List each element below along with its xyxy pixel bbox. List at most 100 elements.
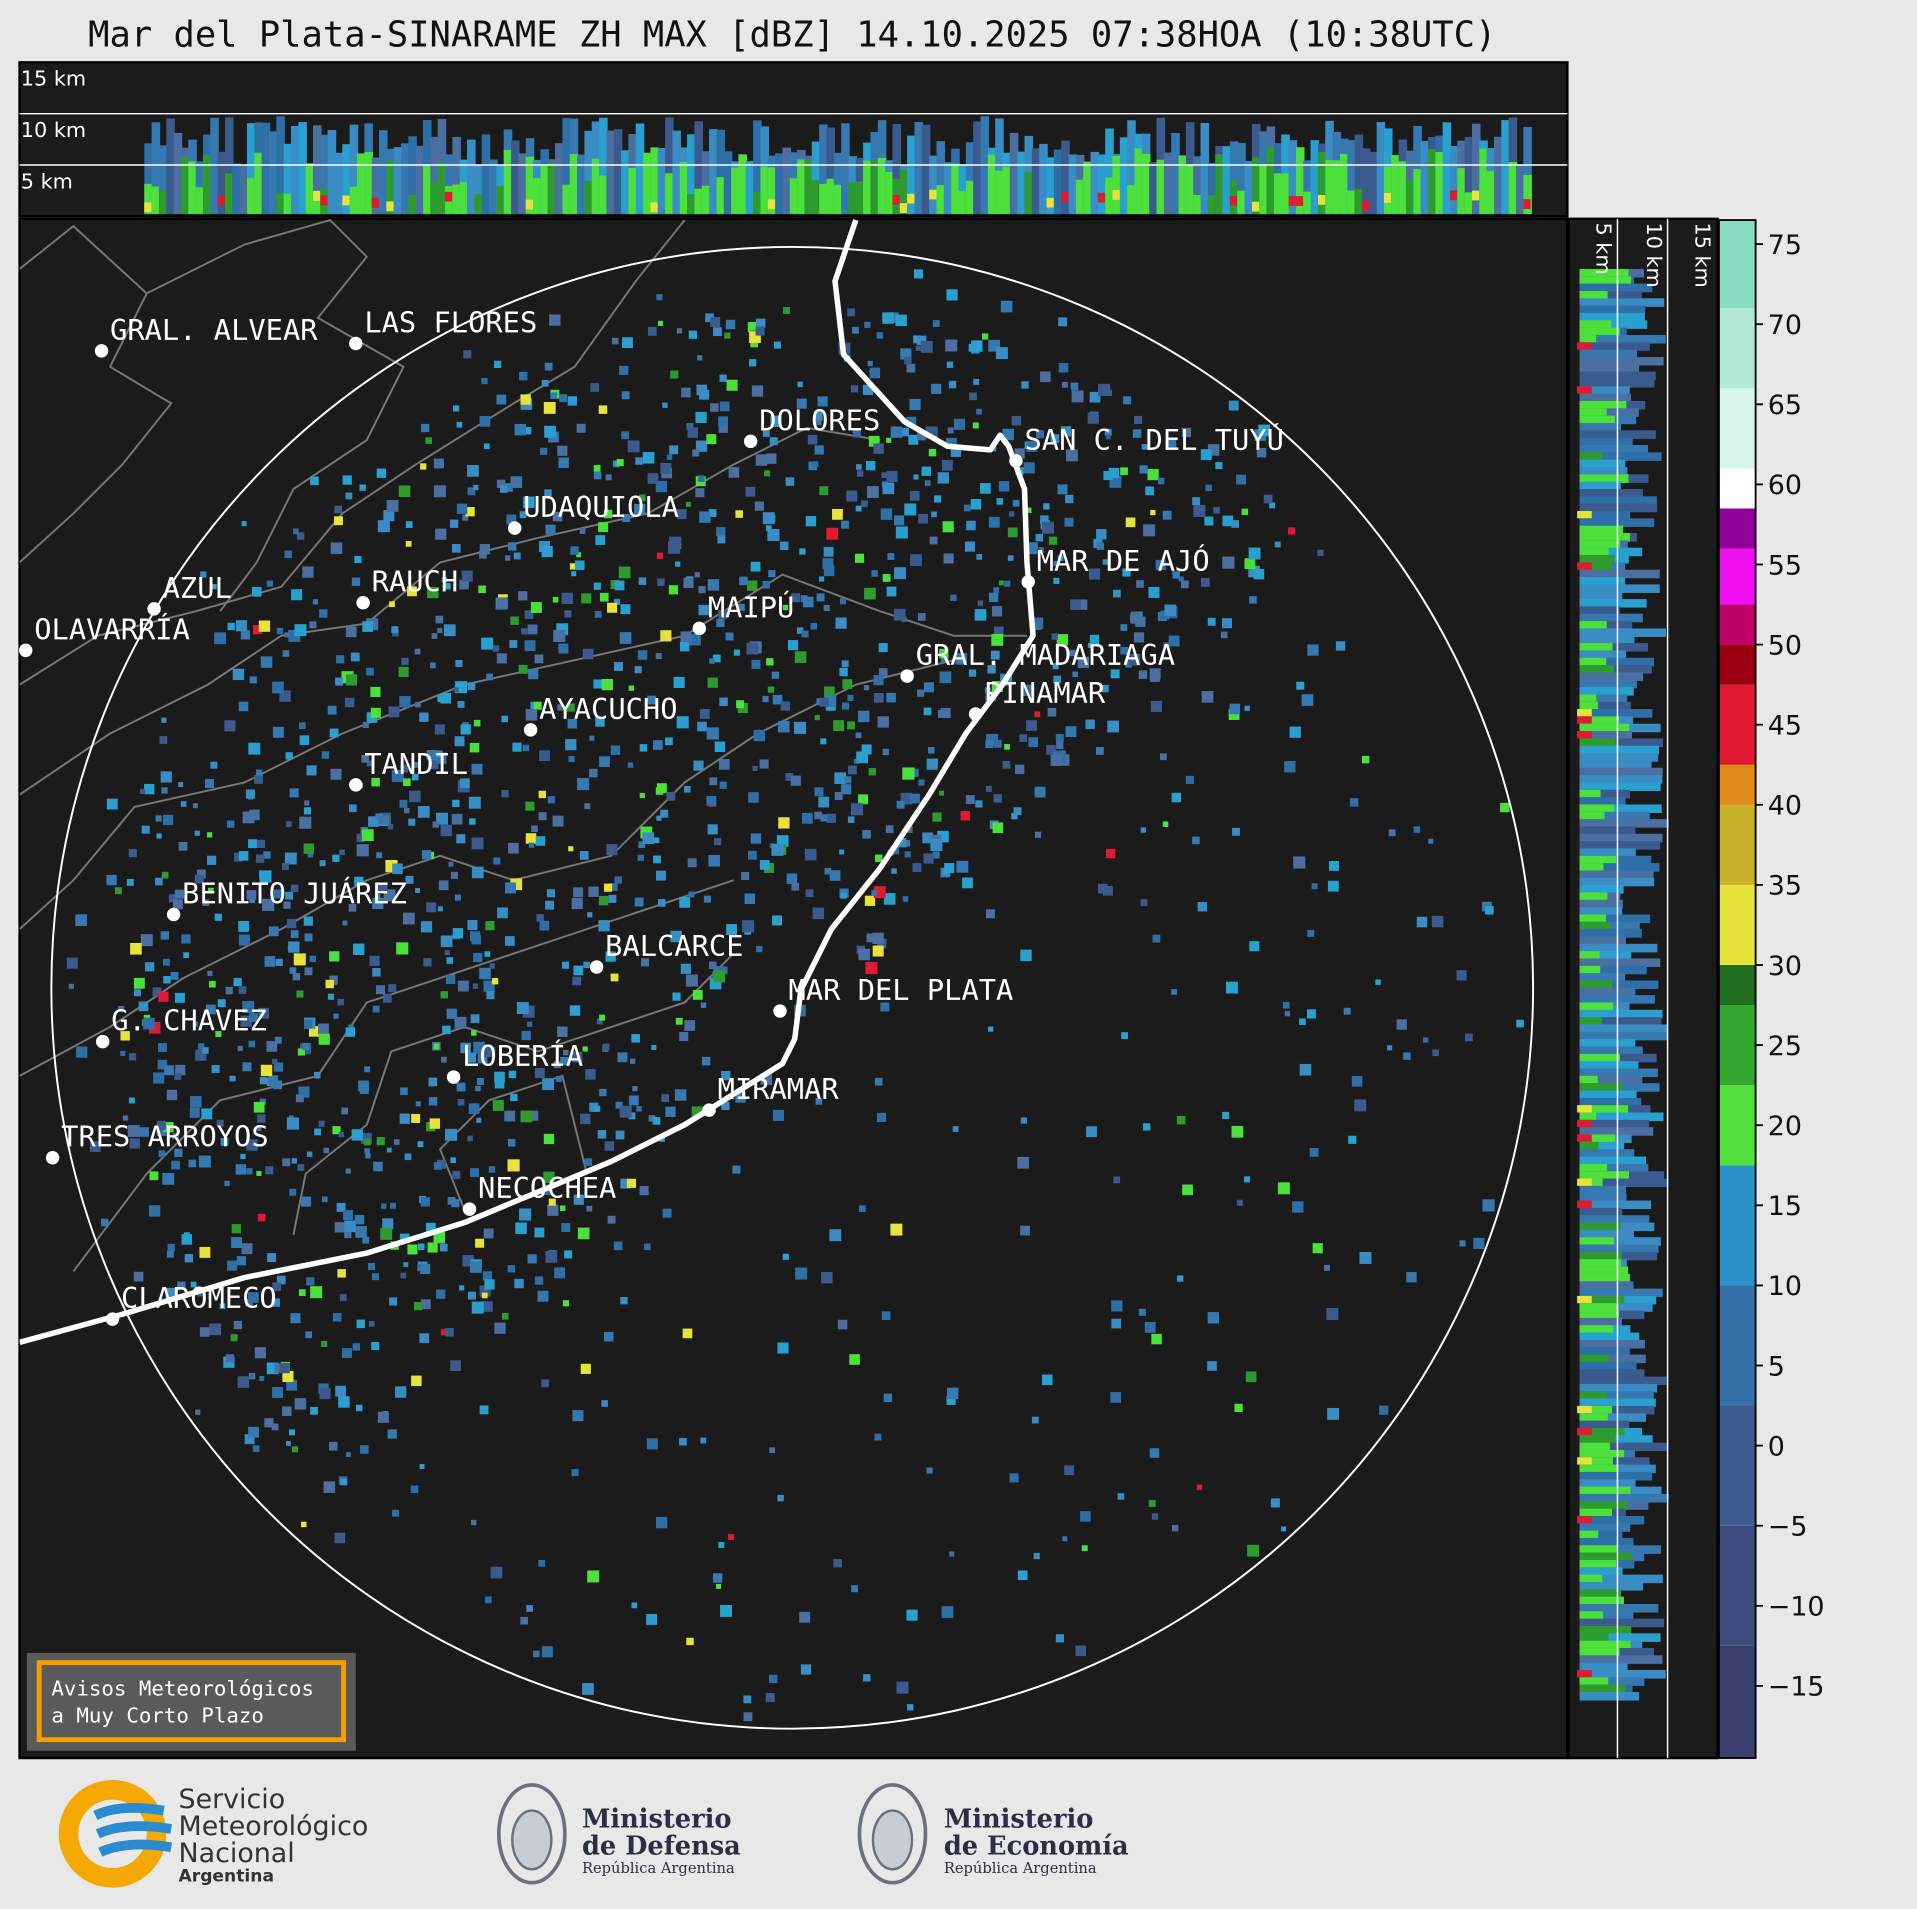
echo xyxy=(507,1159,520,1172)
echo xyxy=(508,1070,517,1079)
echo xyxy=(638,841,646,849)
echo xyxy=(1579,547,1609,557)
echo xyxy=(767,199,776,210)
echo xyxy=(1579,422,1621,432)
border xyxy=(438,1074,588,1211)
echo xyxy=(593,679,603,689)
echo xyxy=(1056,741,1064,750)
echo xyxy=(1493,136,1503,214)
echo xyxy=(705,313,714,323)
echo xyxy=(388,984,397,993)
echo xyxy=(886,692,896,703)
echo xyxy=(209,980,216,988)
echo xyxy=(307,851,314,858)
echo xyxy=(776,835,789,847)
echo xyxy=(695,488,705,498)
echo xyxy=(583,961,590,969)
echo xyxy=(1383,192,1392,203)
echo xyxy=(373,1161,383,1172)
echo xyxy=(195,1049,207,1061)
echo xyxy=(445,974,456,984)
echo xyxy=(746,642,758,655)
echo xyxy=(932,851,940,859)
colorbar-tick-label: 15 xyxy=(1768,1191,1802,1222)
echo xyxy=(1103,885,1113,896)
echo xyxy=(596,1018,603,1025)
echo xyxy=(1303,160,1312,214)
echo xyxy=(448,861,454,867)
echo xyxy=(812,907,825,920)
echo xyxy=(1035,533,1044,542)
echo xyxy=(207,855,217,865)
echo xyxy=(873,675,884,686)
echo xyxy=(1097,154,1107,214)
echo xyxy=(291,1446,298,1453)
echo xyxy=(1579,613,1643,623)
echo xyxy=(905,416,917,428)
echo xyxy=(419,1464,425,1469)
echo xyxy=(189,1107,200,1118)
echo xyxy=(1040,371,1051,383)
echo xyxy=(489,963,495,969)
echo xyxy=(106,798,118,810)
echo xyxy=(768,570,776,578)
echo xyxy=(655,870,666,881)
echo xyxy=(540,447,548,455)
echo xyxy=(710,316,721,327)
echo xyxy=(398,666,409,678)
echo xyxy=(615,1101,623,1109)
echo xyxy=(1047,707,1057,717)
echo xyxy=(494,1078,505,1089)
echo xyxy=(1579,1413,1608,1422)
echo xyxy=(814,715,820,721)
echo xyxy=(1111,1300,1123,1312)
echo xyxy=(996,498,1004,505)
echo xyxy=(544,1188,551,1195)
echo xyxy=(428,1097,438,1106)
echo xyxy=(246,123,256,214)
echo xyxy=(668,585,679,595)
echo xyxy=(865,461,876,471)
echo xyxy=(181,1234,192,1245)
echo xyxy=(336,655,345,664)
echo xyxy=(387,824,394,830)
echo xyxy=(868,768,877,776)
echo xyxy=(669,445,679,455)
echo xyxy=(1579,1039,1636,1048)
echo xyxy=(1181,427,1192,438)
echo xyxy=(824,686,835,698)
echo xyxy=(258,1007,270,1019)
echo xyxy=(786,873,798,884)
echo xyxy=(686,1637,694,1646)
echo xyxy=(426,902,437,913)
echo xyxy=(1579,503,1658,513)
echo xyxy=(1244,1176,1251,1183)
echo xyxy=(1182,1184,1193,1196)
echo xyxy=(1159,753,1167,761)
echo xyxy=(558,457,569,468)
echo xyxy=(839,667,848,677)
echo xyxy=(580,1363,591,1374)
warning-text: Avisos Meteorológicos xyxy=(51,1677,314,1701)
echo xyxy=(300,1196,312,1207)
echo xyxy=(483,443,490,450)
echo xyxy=(985,740,994,749)
echo xyxy=(777,1494,784,1502)
echo xyxy=(815,1098,823,1105)
echo xyxy=(1040,515,1049,524)
echo xyxy=(128,1097,135,1104)
echo xyxy=(1579,687,1634,696)
echo xyxy=(796,627,804,634)
echo xyxy=(440,824,452,837)
echo xyxy=(1172,571,1180,579)
echo xyxy=(336,1202,346,1212)
echo xyxy=(1256,447,1267,458)
echo xyxy=(562,118,571,214)
echo xyxy=(647,695,657,705)
city-label: CLAROMECO xyxy=(121,1281,277,1315)
echo xyxy=(446,957,454,964)
echo xyxy=(1579,1053,1620,1063)
echo xyxy=(430,182,439,214)
height-label: 15 km xyxy=(21,67,86,91)
echo xyxy=(948,380,957,389)
